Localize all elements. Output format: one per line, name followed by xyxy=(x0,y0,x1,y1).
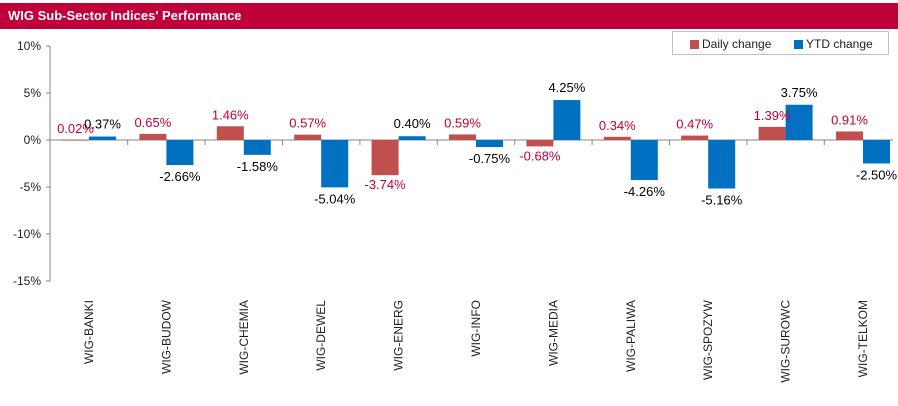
data-label-ytd: -4.26% xyxy=(624,184,666,199)
x-category-label: WIG-SPOZYW xyxy=(701,299,715,380)
bar-daily-change xyxy=(139,133,167,140)
data-label-daily: 1.39% xyxy=(754,108,791,123)
x-category-label: WIG-MEDIA xyxy=(546,300,560,366)
bar-ytd-change xyxy=(321,140,349,188)
data-label-ytd: -1.58% xyxy=(237,159,279,174)
y-tick-label: 0% xyxy=(24,133,42,147)
bar-daily-change xyxy=(294,134,322,140)
chart-title-bar: WIG Sub-Sector Indices' Performance xyxy=(0,3,898,29)
legend-swatch-daily xyxy=(690,40,699,49)
x-category-label: WIG-CHEMIA xyxy=(237,300,251,375)
bar-ytd-change xyxy=(476,140,503,148)
bar-ytd-change xyxy=(863,140,890,164)
data-label-ytd: 3.75% xyxy=(781,85,818,100)
bar-ytd-change xyxy=(630,140,658,181)
data-label-ytd: -2.66% xyxy=(159,169,201,184)
bar-ytd-change xyxy=(398,136,426,140)
bar-daily-change xyxy=(603,136,631,140)
bar-ytd-change xyxy=(708,140,736,189)
data-label-ytd: -0.75% xyxy=(469,151,511,166)
x-category-label: WIG-TELKOM xyxy=(856,300,870,377)
data-label-ytd: 0.37% xyxy=(84,117,121,132)
y-tick-label: 10% xyxy=(17,39,41,53)
bar-daily-change xyxy=(216,126,244,140)
bar-daily-change xyxy=(681,135,709,140)
x-category-label: WIG-BUDOW xyxy=(159,299,173,374)
x-category-label: WIG-SUROWC xyxy=(779,300,793,383)
bar-ytd-change xyxy=(89,136,116,140)
x-category-label: WIG-PALIWA xyxy=(624,300,638,372)
bar-ytd-change xyxy=(243,140,271,155)
y-tick-label: -5% xyxy=(20,180,42,194)
data-label-daily: 1.46% xyxy=(212,107,249,122)
data-label-daily: 0.65% xyxy=(134,115,171,130)
bar-daily-change xyxy=(449,134,476,140)
bar-ytd-change xyxy=(553,100,581,140)
legend-swatch-ytd xyxy=(794,40,803,49)
y-tick-label: -10% xyxy=(13,227,41,241)
y-tick-label: -15% xyxy=(13,274,41,288)
legend-label-ytd: YTD change xyxy=(806,37,873,51)
data-label-daily: 0.59% xyxy=(444,115,481,130)
bar-ytd-change xyxy=(785,104,813,140)
bar-daily-change xyxy=(62,139,89,141)
data-label-daily: 0.02% xyxy=(57,121,94,136)
data-label-daily: -3.74% xyxy=(364,177,406,192)
data-label-daily: -0.68% xyxy=(519,148,561,163)
bar-daily-change xyxy=(836,131,863,140)
data-label-ytd: -5.04% xyxy=(314,191,356,206)
chart-legend: Daily change YTD change xyxy=(672,31,889,55)
data-label-ytd: -5.16% xyxy=(701,193,743,208)
data-label-daily: 0.47% xyxy=(676,117,713,132)
y-tick-label: 5% xyxy=(24,86,42,100)
data-label-ytd: 0.40% xyxy=(394,116,431,131)
x-category-label: WIG-INFO xyxy=(469,300,483,357)
bar-daily-change xyxy=(371,140,399,176)
bar-daily-change xyxy=(526,140,554,147)
data-label-ytd: -2.50% xyxy=(856,168,898,183)
bar-daily-change xyxy=(758,126,786,140)
x-category-label: WIG-BANKI xyxy=(82,300,96,364)
bar-ytd-change xyxy=(166,140,194,166)
chart-title: WIG Sub-Sector Indices' Performance xyxy=(8,8,242,23)
data-label-daily: 0.91% xyxy=(831,112,868,127)
x-category-label: WIG-ENERG xyxy=(392,300,406,371)
data-label-daily: 0.57% xyxy=(289,116,326,131)
data-label-daily: 0.34% xyxy=(599,118,636,133)
legend-label-daily: Daily change xyxy=(702,37,772,51)
x-category-label: WIG-DEWEL xyxy=(314,300,328,371)
data-label-ytd: 4.25% xyxy=(548,80,585,95)
